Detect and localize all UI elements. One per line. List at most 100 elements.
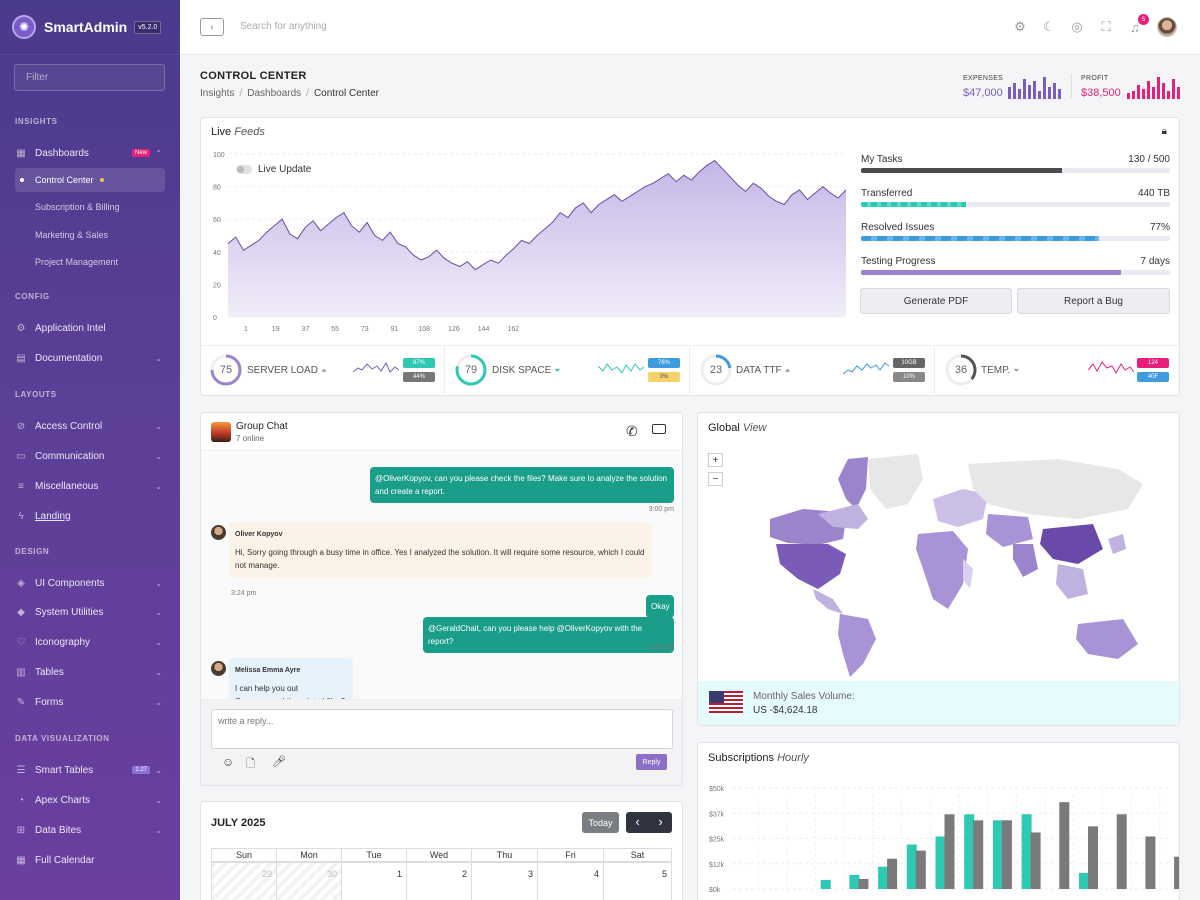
chat-time: 3:26 pm [648, 644, 674, 651]
search-input[interactable]: Search for anything [240, 21, 327, 32]
next-month-button[interactable]: › [658, 814, 663, 829]
sidebar-item-ui-components[interactable]: ◈ UI Components ⌄ [15, 572, 165, 594]
sidebar-item-application-intel[interactable]: ⚙ Application Intel [16, 322, 106, 334]
calendar-month-title: JULY 2025 [211, 817, 266, 829]
chevron-down-icon: ⌄ [155, 578, 162, 588]
file-icon[interactable]: 🗋︎ [246, 758, 255, 770]
sidebar-item-project-management[interactable]: Project Management [35, 257, 119, 267]
report-bug-button[interactable]: Report a Bug [1017, 288, 1170, 314]
sidebar: ✺ SmartAdmin v5.2.0 Filter INSIGHTS ▦ Da… [0, 0, 180, 900]
brand[interactable]: ✺ SmartAdmin v5.2.0 [0, 0, 180, 55]
user-avatar[interactable] [1157, 17, 1177, 37]
calendar-day[interactable]: 3 [471, 862, 538, 900]
sidebar-item-tables[interactable]: ▥ Tables ⌄ [16, 666, 162, 678]
sidebar-item-communication[interactable]: ▭ Communication ⌄ [16, 450, 162, 462]
chevron-down-icon: ⌄ [155, 637, 162, 647]
generate-pdf-button[interactable]: Generate PDF [860, 288, 1012, 314]
sidebar-item-forms[interactable]: ✎ Forms ⌄ [16, 696, 162, 708]
prev-month-button[interactable]: ‹ [635, 814, 640, 829]
sales-value: US -$4,624.18 [753, 705, 818, 716]
active-dot [99, 178, 104, 182]
bar [1145, 836, 1156, 889]
phone-icon[interactable]: ✆ [626, 423, 638, 439]
stat-badge: 40F [1137, 372, 1169, 382]
chevron-down-icon: ⌄ [155, 667, 162, 677]
sidebar-item-miscellaneous[interactable]: ≡ Miscellaneous ⌄ [15, 475, 165, 497]
today-button[interactable]: Today [582, 812, 619, 833]
fullscreen-icon[interactable]: ⛶ [1101, 19, 1111, 34]
calendar-day[interactable]: 2 [406, 862, 472, 900]
moon-icon[interactable]: ☾ [1043, 19, 1055, 34]
map-zoom-in-button[interactable]: + [708, 453, 723, 467]
calendar-day[interactable]: 1 [341, 862, 407, 900]
chevron-down-icon: ⌄ [155, 697, 162, 707]
x-tick-label: 73 [361, 326, 369, 333]
caret-up-icon: ⏶ [320, 366, 328, 375]
weekday-header: Sun [211, 848, 277, 862]
y-tick-label: $50k [709, 786, 725, 793]
y-tick-label: $0k [709, 887, 721, 894]
sidebar-item-smart-tables[interactable]: ☰ Smart Tables 1.27 ⌄ [16, 764, 162, 776]
sidebar-item-marketing-sales[interactable]: Marketing & Sales [35, 230, 109, 240]
live-feeds-chart: 0 20 40 60 80 100 1 19 37 55 73 91 108 126 144 162 [213, 152, 847, 333]
breadcrumb-dashboards[interactable]: Dashboards [247, 88, 302, 99]
caret-down-icon: ⏷ [554, 366, 561, 375]
profit-label: PROFIT [1081, 75, 1109, 82]
sidebar-item-subscription-billing[interactable]: Subscription & Billing [35, 202, 120, 212]
chat-online-count: 7 online [236, 434, 265, 443]
sidebar-item-control-center[interactable]: Control Center [15, 168, 165, 192]
breadcrumb-insights[interactable]: Insights [200, 88, 235, 99]
reply-button[interactable]: Reply [636, 754, 667, 770]
chat-message-outgoing: @OliverKopyov, can you please check the … [370, 467, 674, 503]
sidebar-item-full-calendar[interactable]: ▦ Full Calendar [16, 854, 95, 866]
sidebar-item-apex-charts[interactable]: ◔ Apex Charts ⌄ [15, 789, 165, 811]
bar [1021, 814, 1032, 889]
chat-title: Group Chat [236, 421, 288, 432]
caret-up-icon: ⏶ [784, 366, 791, 375]
chat-messages: @OliverKopyov, can you please check the … [201, 451, 682, 708]
sidebar-item-system-utilities[interactable]: ◆ System Utilities ⌄ [15, 601, 165, 623]
chat-message-outgoing: @GeraldChait, can you please help @Olive… [423, 617, 674, 653]
chevron-up-icon: ⌃ [155, 148, 162, 158]
chevron-down-icon: ⌄ [155, 481, 162, 491]
disk-space-sparkline [598, 363, 644, 374]
emoji-icon[interactable]: ☺ [222, 755, 235, 769]
data-ttf-sparkline [843, 362, 889, 375]
sidebar-item-access-control[interactable]: ⊘ Access Control ⌄ [16, 420, 162, 432]
sidebar-item-data-bites[interactable]: ⊞ Data Bites ⌄ [16, 824, 162, 836]
toggle-switch[interactable] [236, 165, 252, 174]
video-camera-icon[interactable] [652, 424, 666, 434]
sidebar-item-dashboards[interactable]: ▦ Dashboards New ⌃ [15, 142, 165, 164]
data-ttf-gauge [700, 354, 732, 386]
sidebar-item-landing[interactable]: ϟ Landing [15, 505, 165, 527]
calendar-day[interactable]: 29 [211, 862, 277, 900]
book-icon: ▤ [16, 352, 26, 364]
brand-logo-icon: ✺ [12, 15, 36, 39]
settings-gear-icon[interactable]: ⚙ [1014, 19, 1026, 34]
server-load-label: SERVER LOAD ⏶ [247, 365, 328, 376]
lock-icon[interactable]: 🔒︎ [1161, 126, 1167, 137]
reply-input[interactable]: write a reply... [211, 709, 673, 749]
chat-time: 3:00 pm [648, 506, 674, 513]
microphone-icon[interactable]: 🎤︎ [272, 756, 286, 768]
sidebar-filter-input[interactable]: Filter [14, 64, 165, 91]
disk-space-label: DISK SPACE ⏷ [492, 365, 561, 376]
x-tick-label: 162 [507, 326, 519, 333]
map-zoom-out-button[interactable]: − [708, 472, 723, 486]
bell-icon[interactable]: ♫ [1130, 19, 1140, 35]
bar [1088, 826, 1098, 889]
subscriptions-card: Subscriptions Hourly $0k $12k $25k $37k $50k [697, 742, 1180, 900]
live-update-toggle[interactable]: Live Update [236, 164, 311, 175]
x-tick-label: 55 [331, 326, 339, 333]
chevron-down-icon: ⌄ [155, 607, 162, 617]
world-map[interactable] [758, 449, 1148, 681]
calendar-day[interactable]: 4 [537, 862, 604, 900]
sidebar-item-documentation[interactable]: ▤ Documentation ⌄ [16, 352, 162, 364]
collapse-sidebar-button[interactable]: ‹ [200, 18, 224, 36]
global-view-card: Global View + − Monthly Sales Volume: US… [697, 412, 1180, 726]
pie-chart-icon: ◔ [17, 794, 25, 806]
aperture-icon[interactable]: ◎ [1071, 19, 1083, 34]
calendar-day[interactable]: 5 [603, 862, 672, 900]
calendar-day[interactable]: 30 [276, 862, 342, 900]
sidebar-item-iconography[interactable]: ♡ Iconography ⌄ [16, 636, 162, 648]
